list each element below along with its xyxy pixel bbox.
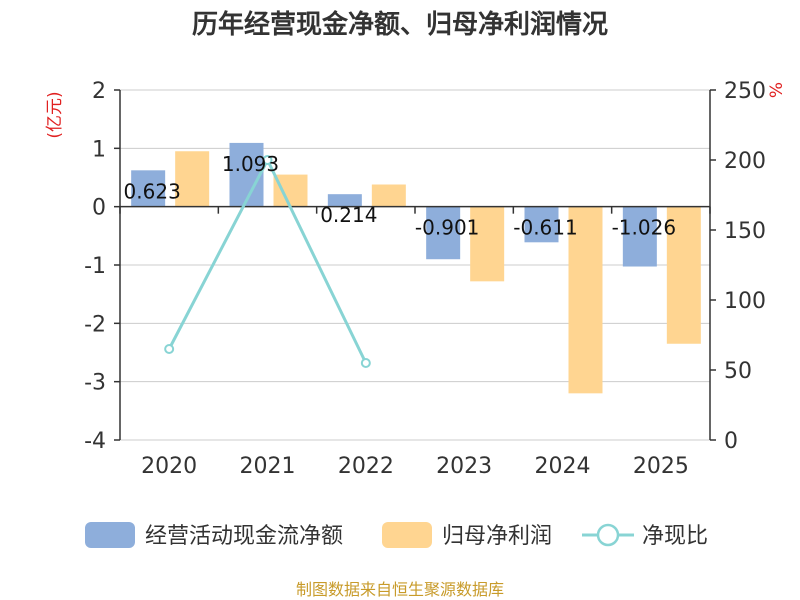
gridlines: [120, 89, 710, 441]
bar-operating-cash-flow: [524, 206, 559, 243]
legend: 经营活动现金流净额 归母净利润 净现比: [85, 522, 708, 549]
ratio-point: [164, 344, 175, 354]
right-axis-tick-label: 50: [724, 359, 752, 384]
data-label: -0.611: [513, 216, 577, 240]
bar-net-profit: [273, 174, 308, 207]
bars: [131, 142, 701, 394]
left-axis-tick-label: -1: [84, 254, 106, 279]
bar-operating-cash-flow: [426, 206, 461, 260]
bar-operating-cash-flow: [131, 170, 166, 207]
left-axis-tick-label: 1: [92, 137, 106, 162]
bar-operating-cash-flow: [327, 194, 362, 207]
bar-net-profit: [175, 151, 210, 207]
x-axis-tick-label: 2025: [633, 454, 689, 479]
ratio-line: [164, 155, 371, 368]
chart-title: 历年经营现金净额、归母净利润情况: [192, 9, 608, 40]
right-axis-tick-label: 200: [724, 149, 766, 174]
x-axis-tick-label: 2024: [535, 454, 591, 479]
bar-net-profit: [666, 206, 701, 344]
ratio-point: [262, 155, 273, 165]
left-axis-tick-label: 0: [92, 196, 106, 221]
x-axis-tick-label: 2020: [141, 454, 197, 479]
legend-label-operating-cash-flow: 经营活动现金流净额: [145, 524, 343, 549]
left-axis-tick-label: -2: [84, 312, 106, 337]
x-axis-tick-label: 2021: [240, 454, 296, 479]
right-axis-unit: %: [767, 82, 787, 98]
data-label: -0.901: [415, 216, 479, 240]
ratio-point: [360, 358, 371, 368]
data-label: -1.026: [612, 216, 676, 240]
legend-swatch-net-profit: [382, 522, 432, 548]
right-axis-tick-label: 0: [724, 429, 738, 454]
data-label: 1.093: [222, 152, 279, 176]
data-labels: 0.623 1.093 0.214 -0.901 -0.611 -1.026: [124, 152, 677, 240]
x-axis-tick-label: 2022: [338, 454, 394, 479]
right-axis-tick-label: 150: [724, 219, 766, 244]
x-axis-tick-label: 2023: [436, 454, 492, 479]
legend-label-net-profit: 归母净利润: [442, 524, 552, 549]
axes: 2 1 0 -1 -2 -3 -4 250 200 150 100 50 0 2020 2021 2022 20…: [84, 79, 766, 479]
bar-operating-cash-flow: [229, 142, 264, 207]
data-label: 0.214: [320, 203, 377, 227]
bar-net-profit: [371, 184, 406, 207]
left-axis-tick-label: -4: [84, 429, 106, 454]
left-axis-unit: (亿元): [45, 91, 65, 138]
bar-net-profit: [568, 206, 603, 394]
legend-swatch-operating-cash-flow: [85, 522, 135, 548]
left-axis-tick-label: 2: [92, 79, 106, 104]
left-axis-tick-label: -3: [84, 371, 106, 396]
bar-net-profit: [470, 206, 505, 282]
legend-swatch-ratio-marker: [596, 523, 620, 547]
data-label: 0.623: [124, 179, 181, 203]
legend-label-ratio: 净现比: [642, 524, 708, 549]
bar-operating-cash-flow: [622, 206, 657, 267]
source-note: 制图数据来自恒生聚源数据库: [296, 580, 504, 599]
right-axis-tick-label: 250: [724, 79, 766, 104]
right-axis-tick-label: 100: [724, 289, 766, 314]
